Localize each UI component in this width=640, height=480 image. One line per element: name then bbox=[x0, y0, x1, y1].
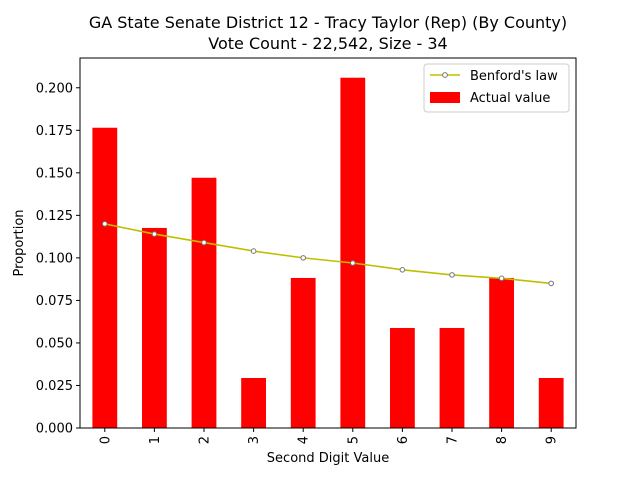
x-axis: 0 1 2 3 4 5 6 7 8 9 bbox=[98, 428, 560, 444]
bar-digit-6 bbox=[390, 327, 415, 428]
legend-bar-swatch bbox=[430, 92, 460, 103]
chart-subtitle: Vote Count - 22,542, Size - 34 bbox=[208, 34, 447, 53]
benford-point-digit-8 bbox=[498, 275, 505, 282]
x-tick-label: 8 bbox=[495, 436, 510, 444]
legend: Benford's law Actual value bbox=[423, 63, 570, 113]
x-tick-label: 6 bbox=[396, 436, 411, 444]
benford-point-digit-2 bbox=[201, 239, 207, 246]
bar-digit-9 bbox=[538, 377, 564, 428]
x-tick-label: 5 bbox=[346, 436, 361, 444]
plot-frame bbox=[79, 57, 577, 429]
bar-digit-0 bbox=[92, 127, 118, 428]
benford-line bbox=[104, 223, 552, 285]
benford-point-digit-6 bbox=[399, 266, 406, 273]
y-axis: 0.000 0.025 0.050 0.075 0.100 0.125 0.150 0.175… bbox=[36, 81, 80, 437]
benford-point-digit-5 bbox=[350, 260, 356, 266]
x-axis-label: Second Digit Value bbox=[267, 451, 389, 466]
x-tick-label: 1 bbox=[148, 436, 163, 444]
bar-digit-7 bbox=[439, 327, 465, 428]
legend-line-marker bbox=[442, 72, 448, 78]
bar-digit-2 bbox=[191, 177, 217, 428]
bar-digit-5 bbox=[340, 77, 366, 428]
y-tick-label: 0.000 bbox=[36, 422, 73, 437]
y-tick-label: 0.125 bbox=[36, 209, 73, 224]
x-tick-label: 7 bbox=[446, 436, 461, 444]
x-tick-label: 3 bbox=[247, 436, 262, 444]
legend-label-benford: Benford's law bbox=[470, 69, 558, 84]
benford-line-series bbox=[102, 221, 555, 287]
bar-series bbox=[92, 77, 564, 428]
y-tick-label: 0.075 bbox=[36, 294, 73, 309]
bar-digit-4 bbox=[290, 277, 316, 428]
x-tick-label: 9 bbox=[545, 436, 560, 444]
x-tick-label: 2 bbox=[198, 436, 213, 444]
benford-point-digit-1 bbox=[151, 231, 158, 237]
benford-point-digit-4 bbox=[300, 255, 307, 261]
y-tick-label: 0.100 bbox=[36, 251, 73, 266]
bar-digit-3 bbox=[241, 377, 266, 428]
x-tick-label: 4 bbox=[297, 436, 312, 444]
bar-digit-1 bbox=[142, 227, 167, 428]
legend-box bbox=[423, 63, 570, 113]
y-tick-label: 0.050 bbox=[36, 336, 73, 351]
y-tick-label: 0.200 bbox=[36, 81, 73, 96]
benford-point-digit-7 bbox=[449, 272, 455, 278]
y-tick-label: 0.175 bbox=[36, 124, 73, 139]
x-tick-label: 0 bbox=[98, 436, 113, 444]
y-axis-label: Proportion bbox=[12, 209, 27, 276]
benford-point-digit-9 bbox=[548, 280, 555, 287]
y-tick-label: 0.150 bbox=[36, 166, 73, 181]
benford-point-digit-0 bbox=[102, 221, 108, 227]
chart-title: GA State Senate District 12 - Tracy Tayl… bbox=[89, 13, 567, 32]
bar-digit-8 bbox=[489, 277, 514, 428]
y-tick-label: 0.025 bbox=[36, 379, 73, 394]
benford-point-digit-3 bbox=[250, 248, 257, 254]
legend-label-actual: Actual value bbox=[470, 91, 550, 106]
